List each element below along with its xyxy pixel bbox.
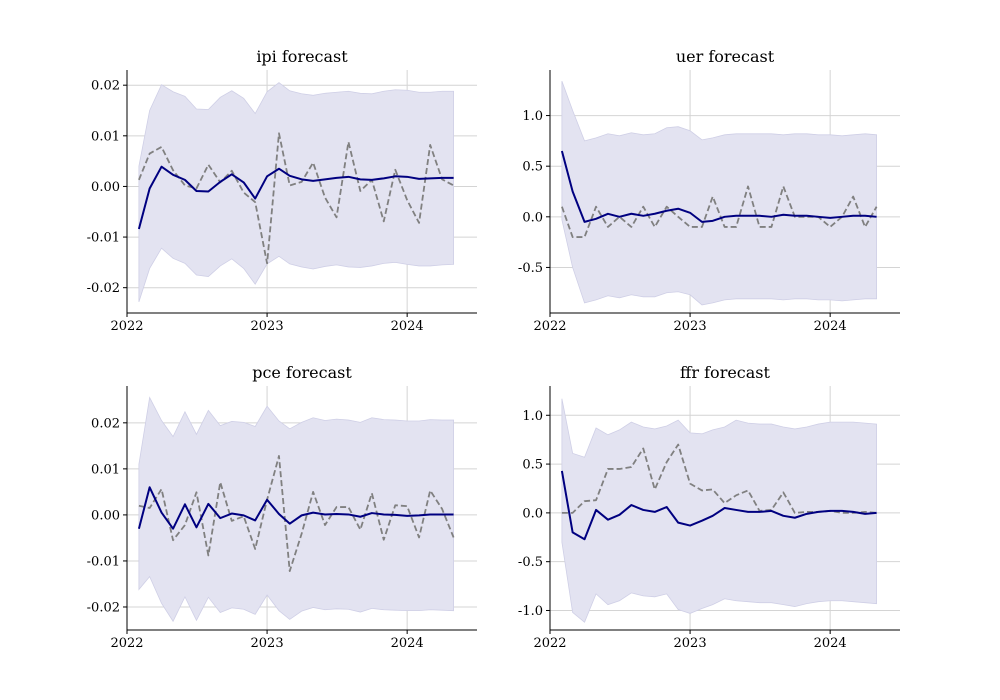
x-tick-label: 2022: [533, 319, 566, 334]
x-tick-label: 2023: [251, 319, 284, 334]
chart-title: ipi forecast: [256, 47, 348, 66]
chart-panel-2: 2022 2023 2024 0.02 0.01 0.00 -0.01 -0.02 pce fo…: [87, 363, 477, 651]
y-tick-label: 0.02: [91, 416, 120, 431]
confidence-band: [138, 396, 454, 623]
y-tick-label: 0.01: [91, 462, 120, 477]
y-tick-label: 0.0: [522, 210, 543, 225]
confidence-band: [138, 82, 454, 302]
x-tick-label: 2023: [674, 636, 707, 651]
forecast-line: [560, 470, 877, 541]
y-tick-label: 0.01: [91, 129, 120, 144]
y-tick-label: 0.00: [91, 508, 120, 523]
x-tick-label: 2023: [674, 319, 707, 334]
actual-line: [561, 185, 878, 238]
x-tick-label: 2022: [110, 636, 143, 651]
chart-title: uer forecast: [676, 47, 775, 66]
y-tick-label: 1.0: [522, 109, 543, 124]
y-tick-label: -0.01: [87, 231, 120, 246]
x-tick-label: 2024: [391, 636, 424, 651]
y-tick-label: 1.0: [522, 409, 543, 424]
y-tick-label: -0.01: [87, 554, 120, 569]
forecast-line: [137, 486, 454, 530]
y-tick-label: 0.00: [91, 180, 120, 195]
x-tick-label: 2022: [533, 636, 566, 651]
x-tick-label: 2024: [391, 319, 424, 334]
y-tick-label: 0.5: [522, 458, 543, 473]
y-tick-label: 0.02: [91, 79, 120, 94]
x-tick-label: 2022: [110, 319, 143, 334]
y-tick-label: -0.02: [87, 600, 120, 615]
chart-panel-1: 2022 2023 2024 1.0 0.5 0.0 -0.5 uer forecast: [518, 47, 900, 334]
actual-line: [138, 455, 455, 572]
forecast-line: [560, 150, 877, 223]
y-tick-label: -0.02: [87, 281, 120, 296]
y-tick-label: -0.5: [518, 261, 543, 276]
y-tick-label: -1.0: [518, 604, 543, 619]
x-tick-label: 2024: [814, 319, 847, 334]
confidence-band: [561, 81, 877, 306]
chart-title: ffr forecast: [680, 363, 770, 382]
chart-panel-0: 2022 2023 2024 0.02 0.01 0.00 -0.01 -0.02 ipi fo…: [87, 47, 477, 334]
x-tick-label: 2024: [814, 636, 847, 651]
x-tick-label: 2023: [251, 636, 284, 651]
chart-title: pce forecast: [252, 363, 352, 382]
chart-panel-3: 2022 2023 2024 1.0 0.5 0.0 -0.5 -1.0 ffr forecas…: [518, 363, 900, 651]
actual-line: [138, 132, 455, 265]
y-tick-label: 0.0: [522, 506, 543, 521]
y-tick-label: 0.5: [522, 160, 543, 175]
forecast-line: [137, 165, 454, 230]
y-tick-label: -0.5: [518, 555, 543, 570]
